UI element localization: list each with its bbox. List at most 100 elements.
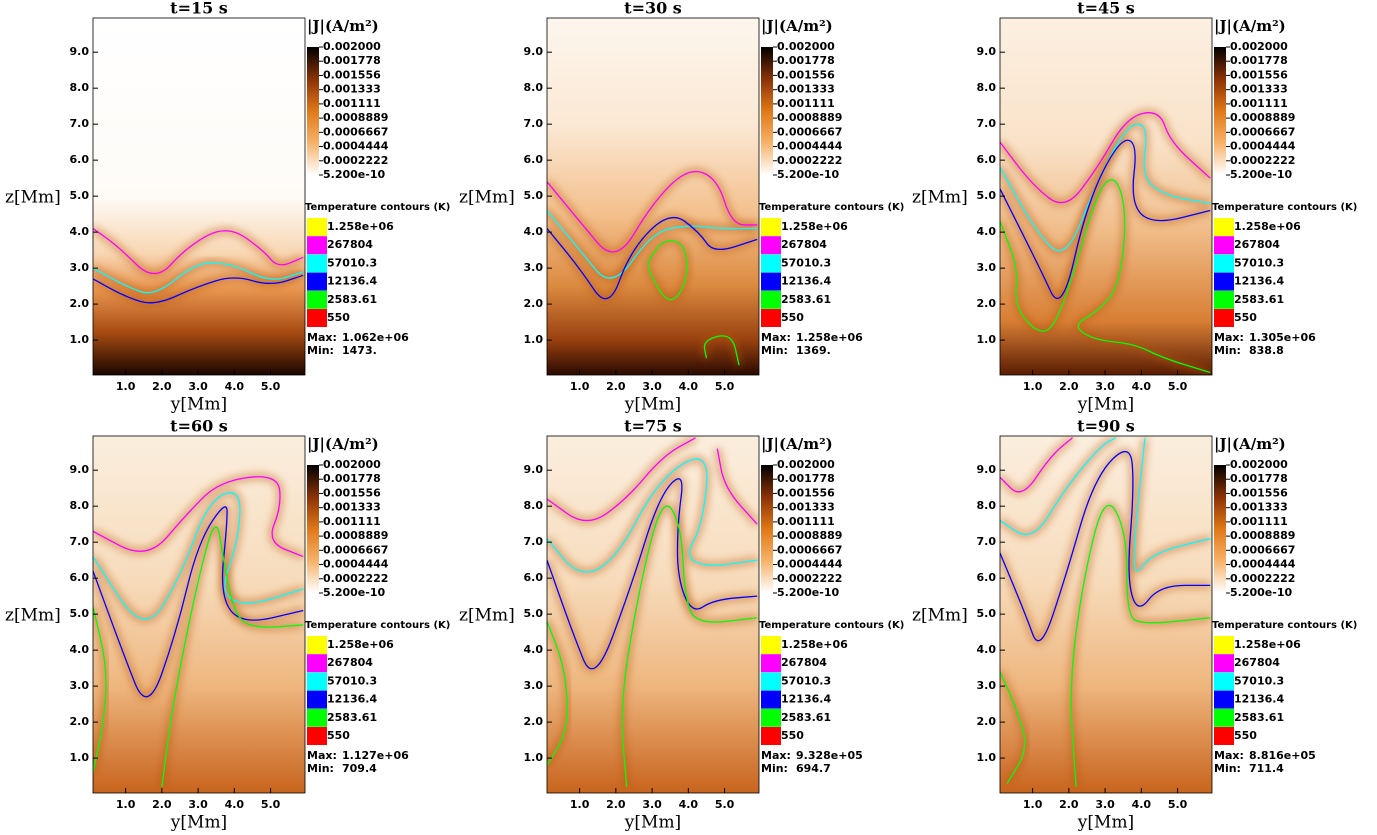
legend-swatch: [307, 254, 327, 273]
colorbar-tick-label: 0.0008889: [777, 111, 842, 124]
max-value: 9.328e+05: [796, 749, 863, 762]
colorbar-tick-label: 0.001333: [777, 501, 835, 514]
y-tick-label: 2.0: [977, 297, 997, 310]
x-tick-label: 1.0: [116, 798, 136, 811]
contour: [1000, 671, 1026, 784]
colorbar-tick-label: 0.0008889: [777, 529, 842, 542]
legend-label: 267804: [1234, 238, 1280, 251]
colorbar-tick-label: 0.001778: [1230, 472, 1288, 485]
contour: [1000, 112, 1211, 204]
min-label: Min:: [307, 344, 334, 357]
x-axis-label: y[Mm]: [1077, 813, 1134, 833]
y-tick-label: 9.0: [524, 463, 544, 476]
max-label: Max:: [1214, 331, 1244, 344]
contour-legend-title: Temperature contours (K): [759, 202, 904, 213]
contour: [93, 227, 304, 275]
legend-label: 12136.4: [781, 693, 831, 706]
legend-label: 1.258e+06: [1234, 220, 1301, 233]
legend-label: 267804: [781, 656, 827, 669]
legend-label: 550: [781, 729, 804, 742]
legend-swatch: [307, 272, 327, 291]
legend-label: 2583.61: [327, 293, 377, 306]
colorbar-tick-label: 0.0008889: [1230, 529, 1295, 542]
legend-swatch: [761, 218, 781, 236]
legend-swatch: [1214, 690, 1234, 709]
panel: [1000, 18, 1212, 375]
contour: [93, 492, 304, 620]
contour: [547, 478, 758, 670]
x-tick-label: 4.0: [1132, 380, 1152, 393]
legend-swatch: [307, 290, 327, 309]
legend-label: 57010.3: [781, 256, 831, 269]
legend-label: 12136.4: [1234, 693, 1284, 706]
y-tick-label: 8.0: [977, 499, 997, 512]
colorbar-tick-label: 0.0004444: [777, 140, 843, 153]
legend-swatch: [761, 309, 781, 327]
x-tick-label: 4.0: [225, 798, 245, 811]
contour: [1000, 451, 1211, 642]
max-value: 1.062e+06: [342, 331, 409, 344]
legend-label: 550: [781, 311, 804, 324]
max-label: Max:: [761, 331, 791, 344]
colorbar-tick-label: 0.001333: [1230, 83, 1288, 96]
y-tick-label: 8.0: [70, 81, 90, 94]
contour: [547, 458, 758, 573]
legend-swatch: [1214, 636, 1234, 654]
colorbar-tick-label: 0.001778: [323, 472, 381, 485]
colorbar-tick-label: 0.001556: [777, 486, 835, 499]
colorbar-tick-label: 0.0006667: [323, 125, 388, 138]
y-tick-label: 7.0: [977, 535, 997, 548]
max-value: 1.127e+06: [342, 749, 409, 762]
colorbar-tick-label: 0.001333: [777, 83, 835, 96]
field: [547, 18, 759, 375]
contour: [161, 526, 304, 787]
x-axis-label: y[Mm]: [170, 395, 227, 415]
y-tick-label: 2.0: [70, 715, 90, 728]
colorbar-tick-label: 0.0002222: [777, 154, 842, 167]
x-tick-label: 4.0: [225, 380, 245, 393]
y-axis-label: z[Mm]: [5, 606, 61, 626]
y-tick-label: 6.0: [977, 153, 997, 166]
colorbar-tick-label: 0.001556: [1230, 486, 1288, 499]
colorbar-tick-label: 0.001333: [323, 501, 381, 514]
colorbar: [307, 465, 319, 593]
legend-swatch: [1214, 290, 1234, 309]
y-tick-label: 8.0: [70, 499, 90, 512]
legend-swatch: [761, 708, 781, 727]
min-label: Min:: [1214, 344, 1241, 357]
legend-label: 57010.3: [781, 674, 831, 687]
legend-label: 57010.3: [1234, 256, 1284, 269]
y-tick-label: 1.0: [524, 333, 544, 346]
panel-title: t=75 s: [624, 417, 682, 436]
contour-legend-title: Temperature contours (K): [1212, 620, 1357, 631]
y-tick-label: 3.0: [70, 679, 90, 692]
y-tick-label: 5.0: [977, 607, 997, 620]
y-tick-label: 3.0: [70, 261, 90, 274]
y-tick-label: 7.0: [524, 535, 544, 548]
legend-label: 2583.61: [1234, 711, 1284, 724]
legend-swatch: [761, 290, 781, 309]
legend-swatch: [307, 672, 327, 691]
colorbar-tick-label: 0.001333: [323, 83, 381, 96]
y-tick-label: 8.0: [524, 499, 544, 512]
colorbar-tick-label: 0.001111: [1230, 97, 1288, 110]
legend-label: 267804: [327, 238, 373, 251]
colorbar-tick-label: 0.0004444: [323, 558, 389, 571]
contour: [1000, 179, 1211, 374]
colorbar-tick-label: 0.0006667: [777, 125, 842, 138]
legend-label: 267804: [1234, 656, 1280, 669]
contour: [93, 506, 304, 698]
contour: [93, 261, 304, 294]
y-tick-label: 6.0: [524, 571, 544, 584]
colorbar-tick-label: 0.0008889: [323, 111, 388, 124]
contour: [1133, 437, 1211, 572]
legend-label: 550: [327, 729, 350, 742]
y-tick-label: 6.0: [70, 571, 90, 584]
x-tick-label: 3.0: [642, 798, 662, 811]
max-label: Max:: [307, 749, 337, 762]
x-tick-label: 5.0: [1168, 380, 1188, 393]
y-tick-label: 4.0: [977, 225, 997, 238]
colorbar-tick-label: 0.001778: [777, 472, 835, 485]
field: [93, 436, 305, 793]
